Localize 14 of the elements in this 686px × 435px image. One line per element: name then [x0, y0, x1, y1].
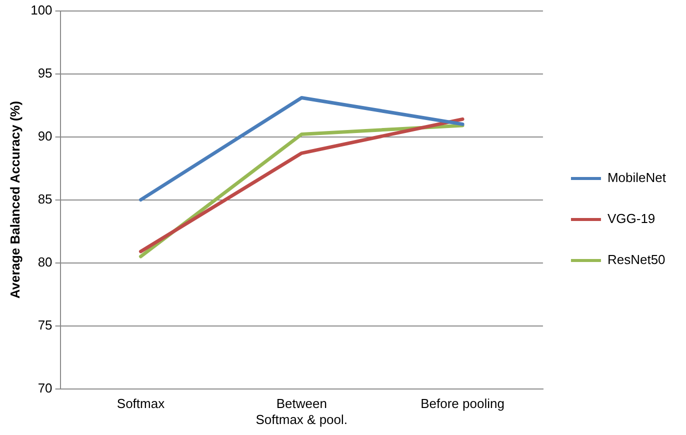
- y-tick-label: 90: [38, 128, 52, 144]
- y-tick-label: 85: [38, 191, 52, 206]
- y-tick-label: 100: [30, 2, 52, 18]
- legend-label: VGG-19: [607, 211, 656, 226]
- y-tick-label: 70: [38, 380, 52, 396]
- legend-label: ResNet50: [607, 252, 666, 268]
- y-tick-label: 95: [38, 65, 52, 80]
- x-tick-label: Softmax: [116, 396, 166, 412]
- x-tick-label: Before pooling: [420, 396, 504, 412]
- legend-label: MobileNet: [607, 170, 666, 186]
- y-tick-label: 75: [38, 317, 52, 332]
- y-tick-label: 80: [38, 254, 52, 270]
- y-axis-title: Average Balanced Accuracy (%): [7, 100, 22, 299]
- x-tick-label: Between Softmax & pool.: [256, 396, 348, 427]
